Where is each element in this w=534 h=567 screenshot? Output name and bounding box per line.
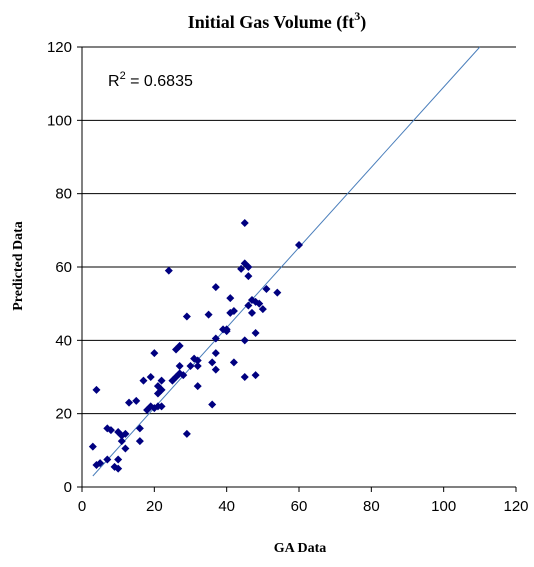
- data-point: [211, 365, 220, 374]
- x-axis-title: GA Data: [274, 541, 327, 556]
- x-tick-label: 80: [363, 498, 380, 515]
- data-point: [222, 327, 231, 336]
- data-point: [240, 373, 249, 381]
- data-point: [255, 299, 264, 308]
- data-point: [211, 283, 220, 292]
- chart-title-superscript: 3: [354, 9, 360, 23]
- data-point: [88, 442, 97, 451]
- chart-title: Initial Gas Volume (ft3): [188, 9, 367, 33]
- data-point: [106, 426, 115, 435]
- data-point: [139, 376, 148, 385]
- data-point: [262, 285, 271, 293]
- data-point: [240, 219, 249, 227]
- data-point: [229, 358, 238, 367]
- r-squared-annotation: R2 = 0.6835: [108, 70, 193, 90]
- data-point: [204, 310, 213, 319]
- data-point: [157, 376, 166, 385]
- x-tick-label: 120: [503, 498, 528, 515]
- data-point: [175, 341, 184, 350]
- data-point: [121, 444, 130, 453]
- data-point: [240, 336, 249, 345]
- data-point: [150, 349, 159, 358]
- data-point: [132, 396, 141, 405]
- x-tick-label: 60: [291, 498, 308, 515]
- r-squared-superscript: 2: [120, 70, 126, 82]
- y-tick-label: 100: [47, 112, 72, 129]
- data-point: [251, 329, 260, 337]
- data-point: [135, 437, 144, 446]
- data-point: [247, 308, 256, 317]
- y-tick-label: 0: [64, 479, 72, 496]
- y-tick-label: 20: [55, 406, 72, 423]
- y-tick-labels: 0 20 40 60 80 100 120: [47, 39, 72, 496]
- data-point: [208, 400, 217, 409]
- x-tick-label: 40: [218, 498, 235, 515]
- data-point: [146, 373, 155, 381]
- data-point: [193, 382, 202, 391]
- data-point: [175, 362, 184, 370]
- data-point: [244, 301, 253, 310]
- data-point: [117, 437, 126, 446]
- data-point: [295, 241, 303, 249]
- data-point: [244, 272, 253, 281]
- data-point: [157, 402, 166, 411]
- data-point: [114, 464, 123, 473]
- data-point: [92, 385, 101, 394]
- data-point: [226, 294, 235, 303]
- data-point: [157, 385, 166, 394]
- data-points: [88, 219, 303, 473]
- x-tick-label: 100: [431, 498, 456, 515]
- data-point: [237, 264, 246, 273]
- data-point: [251, 371, 260, 380]
- data-point: [258, 305, 267, 314]
- r-squared-prefix: R: [108, 73, 120, 90]
- y-axis-title: Predicted Data: [11, 221, 26, 311]
- data-point: [229, 307, 238, 315]
- data-point: [114, 455, 123, 464]
- data-point: [125, 398, 134, 407]
- grid-lines: [82, 46, 516, 415]
- data-point: [273, 288, 282, 297]
- y-tick-label: 80: [55, 186, 72, 203]
- chart-title-text: Initial Gas Volume (ft: [188, 12, 355, 33]
- y-tick-label: 40: [55, 332, 72, 349]
- data-point: [179, 371, 188, 380]
- data-point: [211, 334, 220, 343]
- data-point: [208, 358, 217, 367]
- x-tick-label: 0: [78, 498, 86, 515]
- data-point: [182, 312, 191, 321]
- data-point: [182, 429, 191, 438]
- data-point: [186, 362, 195, 370]
- data-point: [193, 356, 202, 365]
- chart-title-suffix: ): [360, 12, 366, 33]
- y-tick-label: 120: [47, 39, 72, 56]
- data-point: [103, 455, 112, 464]
- axes: [77, 46, 517, 492]
- x-tick-label: 20: [146, 498, 163, 515]
- y-tick-label: 60: [55, 259, 72, 276]
- data-point: [211, 349, 220, 358]
- data-point: [193, 362, 202, 370]
- x-tick-labels: 0 20 40 60 80 100 120: [78, 498, 529, 515]
- r-squared-value: = 0.6835: [126, 73, 193, 90]
- data-point: [121, 429, 130, 438]
- data-point: [244, 263, 253, 271]
- data-point: [135, 424, 144, 433]
- data-point: [164, 266, 173, 275]
- data-point: [96, 459, 105, 468]
